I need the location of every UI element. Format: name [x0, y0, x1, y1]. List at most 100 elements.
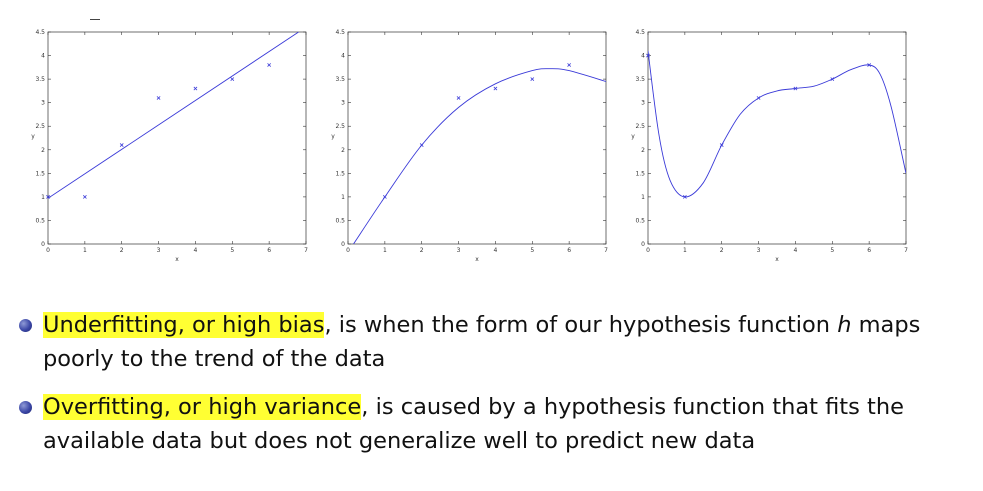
x-tick-label: 7 [904, 247, 908, 254]
x-tick-label: 3 [757, 247, 761, 254]
x-tick-label: 6 [867, 247, 871, 254]
y-tick-label: 1.5 [35, 170, 45, 177]
bullet-icon [19, 401, 32, 414]
x-tick-label: 0 [46, 247, 50, 254]
underfitting-chart-svg: 0 1 2 3 4 5 6 7 0 0.5 1 1.5 2 2.5 3 3.5 4 4.5 x y [31, 29, 308, 263]
good-fit-chart-svg: 0 1 2 3 4 5 6 7 0 0.5 1 1.5 2 2.5 3 3.5 4 4.5 x y [331, 29, 608, 263]
x-tick-label: 5 [230, 247, 234, 254]
y-tick-label: 2.5 [35, 123, 45, 130]
x-tick-label: 4 [494, 247, 498, 254]
overfitting-term: Overfitting, or high variance [43, 394, 362, 420]
x-tick-label: 1 [683, 247, 687, 254]
y-tick-label: 2.5 [335, 123, 345, 130]
plot-frame [347, 31, 607, 245]
underfitting-text-2: maps poorly to the trend of the data [43, 312, 921, 372]
data-point [646, 53, 650, 58]
bullet-overfitting: Overfitting, or high variance, is caused… [15, 390, 975, 458]
data-point [867, 63, 872, 67]
data-point [756, 96, 761, 100]
x-tick-label: 1 [83, 247, 87, 254]
fit-curve [48, 32, 299, 199]
y-tick-label: 2 [41, 147, 45, 154]
hypothesis-symbol: h [837, 312, 852, 338]
y-tick-label: 1 [41, 194, 45, 201]
good-fit-chart: 0 1 2 3 4 5 6 7 0 0.5 1 1.5 2 2.5 3 3.5 4 4.5 x y [320, 22, 610, 267]
y-tick-label: 4 [41, 53, 45, 60]
stray-mark [90, 19, 100, 20]
y-tick-label: 3 [341, 100, 345, 107]
y-axis-label: y [631, 133, 635, 140]
x-tick-label: 7 [304, 247, 308, 254]
data-point [567, 63, 572, 67]
y-tick-label: 3.5 [35, 76, 45, 83]
data-point [719, 143, 724, 147]
data-point [830, 77, 835, 81]
y-tick-label: 0.5 [635, 217, 645, 224]
data-point [419, 143, 424, 147]
y-tick-label: 0.5 [35, 217, 45, 224]
data-point [530, 77, 535, 81]
data-point [156, 96, 161, 100]
y-tick-label: 4.5 [335, 29, 345, 36]
data-point [682, 195, 687, 199]
y-tick-label: 3 [41, 100, 45, 107]
x-tick-label: 2 [120, 247, 124, 254]
y-tick-label: 1 [341, 194, 345, 201]
overfitting-text: , is caused by a hypothesis function tha… [43, 394, 904, 454]
y-tick-label: 1.5 [335, 170, 345, 177]
x-tick-label: 1 [383, 247, 387, 254]
bullet-list: Underfitting, or high bias, is when the … [15, 308, 975, 458]
fit-curve [648, 50, 906, 198]
y-tick-label: 4.5 [35, 29, 45, 36]
y-tick-label: 4 [341, 53, 345, 60]
bullet-underfitting: Underfitting, or high bias, is when the … [15, 308, 975, 376]
data-point [193, 86, 198, 91]
x-tick-label: 6 [567, 247, 571, 254]
data-point [46, 195, 50, 199]
x-tick-label: 5 [530, 247, 534, 254]
plot-frame [47, 31, 307, 245]
x-tick-label: 3 [157, 247, 161, 254]
y-tick-label: 3.5 [335, 76, 345, 83]
y-tick-label: 0 [641, 241, 645, 248]
y-tick-label: 1 [641, 194, 645, 201]
y-tick-label: 2 [641, 147, 645, 154]
y-tick-label: 1.5 [635, 170, 645, 177]
data-point [456, 96, 461, 100]
data-point [119, 143, 124, 147]
underfitting-chart: 0 1 2 3 4 5 6 7 0 0.5 1 1.5 2 2.5 3 3.5 4 4.5 x y [20, 22, 310, 267]
overfitting-chart-svg: 0 1 2 3 4 5 6 7 0 0.5 1 1.5 2 2.5 3 3.5 4 4.5 x y [631, 29, 908, 263]
y-tick-label: 2.5 [635, 123, 645, 130]
y-tick-label: 4 [641, 53, 645, 60]
fit-curve [353, 68, 606, 244]
x-tick-label: 0 [646, 247, 650, 254]
y-axis-label: y [331, 133, 335, 140]
y-axis-label: y [31, 133, 35, 140]
x-tick-label: 5 [830, 247, 834, 254]
y-tick-label: 0 [41, 241, 45, 248]
x-tick-label: 6 [267, 247, 271, 254]
x-axis-label: x [475, 256, 479, 263]
data-point [82, 195, 87, 199]
x-tick-label: 2 [720, 247, 724, 254]
x-tick-label: 0 [346, 247, 350, 254]
x-tick-label: 7 [604, 247, 608, 254]
x-tick-label: 2 [420, 247, 424, 254]
data-point [493, 86, 498, 91]
x-axis-label: x [175, 256, 179, 263]
x-tick-label: 4 [194, 247, 198, 254]
x-tick-label: 4 [794, 247, 798, 254]
y-tick-label: 3 [641, 100, 645, 107]
y-tick-label: 2 [341, 147, 345, 154]
y-tick-label: 3.5 [635, 76, 645, 83]
underfitting-text: , is when the form of our hypothesis fun… [324, 312, 831, 338]
y-tick-label: 4.5 [635, 29, 645, 36]
x-tick-label: 3 [457, 247, 461, 254]
bullet-icon [19, 319, 32, 332]
y-tick-label: 0 [341, 241, 345, 248]
overfitting-chart: 0 1 2 3 4 5 6 7 0 0.5 1 1.5 2 2.5 3 3.5 4 4.5 x y [620, 22, 910, 267]
data-point [793, 86, 798, 91]
x-axis-label: x [775, 256, 779, 263]
data-point [267, 63, 272, 67]
